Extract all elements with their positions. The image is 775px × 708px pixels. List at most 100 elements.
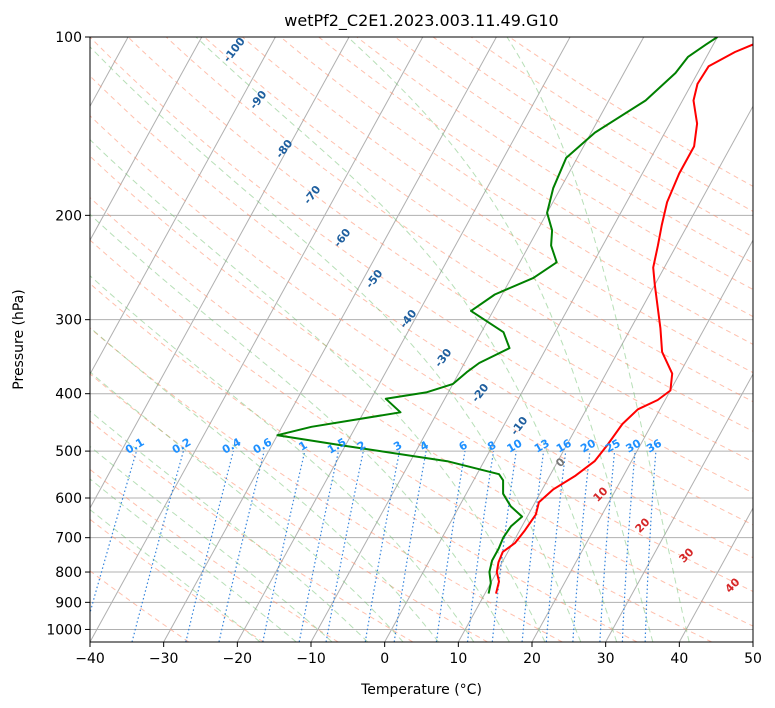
dry-adiabat-line <box>394 37 753 264</box>
x-tick-label: 50 <box>744 651 762 667</box>
mixing-ratio-line <box>185 450 234 642</box>
dry-adiabat-line <box>165 37 753 432</box>
mixing-ratio-line <box>131 450 184 642</box>
moist-adiabat-label: 40 <box>723 575 743 595</box>
isotherm-line <box>90 37 424 642</box>
x-tick-label: 40 <box>670 651 688 667</box>
dry-adiabat-line <box>280 37 753 345</box>
x-tick-label: 0 <box>380 651 389 667</box>
moist-adiabat-line <box>195 37 618 642</box>
y-tick-label: 400 <box>55 387 82 403</box>
x-tick-label: −30 <box>149 651 179 667</box>
chart-title: wetPf2_C2E1.2023.003.11.49.G10 <box>284 11 558 31</box>
moist-adiabat-line <box>506 37 690 642</box>
dry-adiabat-line <box>90 570 190 642</box>
dry-adiabat-line <box>203 37 753 403</box>
isotherm-line <box>90 37 203 242</box>
x-tick-label: 10 <box>449 651 467 667</box>
mixing-ratio-line <box>218 450 265 642</box>
y-tick-label: 800 <box>55 565 82 581</box>
isotherm-line <box>678 507 753 642</box>
dry-adiabat-line <box>90 282 638 642</box>
temperature-profile-line <box>495 43 753 594</box>
moist-adiabat-line <box>90 138 546 642</box>
moist-adiabat-line <box>90 445 333 642</box>
dry-adiabat-line <box>509 37 753 187</box>
isotherm-line <box>531 239 753 642</box>
y-tick-label: 1000 <box>46 622 82 638</box>
dry-adiabat-line <box>90 468 339 642</box>
mixing-ratio-label: 1.5 <box>325 436 348 457</box>
mixing-ratio-line <box>545 451 567 642</box>
dry-adiabat-line <box>90 115 753 559</box>
dry-adiabat-label: -10 <box>508 414 531 438</box>
mixing-ratio-line <box>491 451 517 642</box>
dry-adiabat-label: -40 <box>397 307 420 331</box>
dry-adiabat-line <box>90 239 712 642</box>
dry-adiabat-line <box>90 327 563 642</box>
mixing-ratio-line <box>621 451 636 642</box>
y-tick-label: 100 <box>55 30 82 46</box>
dry-adiabat-line <box>90 518 264 642</box>
y-tick-label: 500 <box>55 444 82 460</box>
plot-frame <box>89 36 754 643</box>
mixing-ratio-line <box>466 451 495 642</box>
moist-adiabat-line <box>90 213 510 642</box>
dry-adiabat-line <box>318 37 753 318</box>
line-labels: 0.1 0.2 0.4 0.6 1 1.5 2 3 4 6 8 10 13 16 20 25 30 36-100-… <box>123 35 743 596</box>
x-tick-label: −40 <box>75 651 105 667</box>
x-tick-label: −20 <box>223 651 253 667</box>
dry-adiabat-line <box>90 75 753 526</box>
isotherm-line <box>0 37 54 642</box>
isotherm-line <box>236 37 571 642</box>
y-tick-label: 900 <box>55 595 82 611</box>
y-tick-label: 300 <box>55 313 82 329</box>
isotherm-line <box>752 640 753 642</box>
isotherm-line <box>90 37 276 376</box>
x-axis-label: Temperature (°C) <box>360 682 482 698</box>
dry-adiabat-label: -20 <box>469 381 492 405</box>
y-tick-label: 600 <box>55 491 82 507</box>
mixing-ratio-label: 16 <box>554 436 574 455</box>
moist-adiabat-label: 20 <box>633 515 653 535</box>
isotherm-line <box>163 37 497 642</box>
moist-adiabat-label: 10 <box>591 484 611 504</box>
mixing-ratio-line <box>435 450 466 642</box>
mixing-ratio-label: 10 <box>505 436 525 455</box>
series-lines <box>276 37 753 594</box>
mixing-ratio-line <box>393 450 427 642</box>
dry-adiabat-label: -30 <box>432 346 455 370</box>
dry-adiabat-line <box>90 155 753 593</box>
mixing-ratio-label: 0.4 <box>220 435 244 456</box>
dry-adiabat-label: -100 <box>221 35 248 65</box>
dewpoint-profile-line <box>276 37 718 594</box>
dry-adiabat-label: -60 <box>331 226 354 250</box>
x-tick-label: 30 <box>597 651 615 667</box>
x-tick-label: −10 <box>296 651 326 667</box>
mixing-ratio-label: 0.1 <box>123 436 146 457</box>
isotherm-line <box>90 37 350 510</box>
isotherm-line <box>384 37 718 642</box>
dry-adiabat-line <box>90 196 753 627</box>
dry-adiabat-label: -50 <box>363 267 386 291</box>
y-axis-label: Pressure (hPa) <box>11 289 27 389</box>
moist-adiabat-line <box>90 410 369 642</box>
y-axis: 100 200 300 400 500 600 700 800 900 1000 <box>46 30 90 638</box>
isotherm-line <box>605 373 753 642</box>
mixing-ratio-line <box>262 450 306 642</box>
background-lines <box>0 37 753 642</box>
dry-adiabat-line <box>432 37 753 238</box>
moist-adiabat-line <box>90 508 261 642</box>
dry-adiabat-line <box>90 373 488 642</box>
moist-adiabat-line <box>347 37 654 642</box>
dry-adiabat-line <box>356 37 753 291</box>
moist-adiabat-line <box>90 478 297 642</box>
dry-adiabat-line <box>242 37 753 374</box>
moist-adiabat-line <box>90 275 475 642</box>
y-tick-label: 200 <box>55 208 82 224</box>
mixing-ratio-line <box>572 451 591 642</box>
moist-adiabat-line <box>90 326 439 642</box>
mixing-ratio-label: 0.6 <box>251 435 275 456</box>
dry-adiabat-label: -70 <box>301 183 324 207</box>
